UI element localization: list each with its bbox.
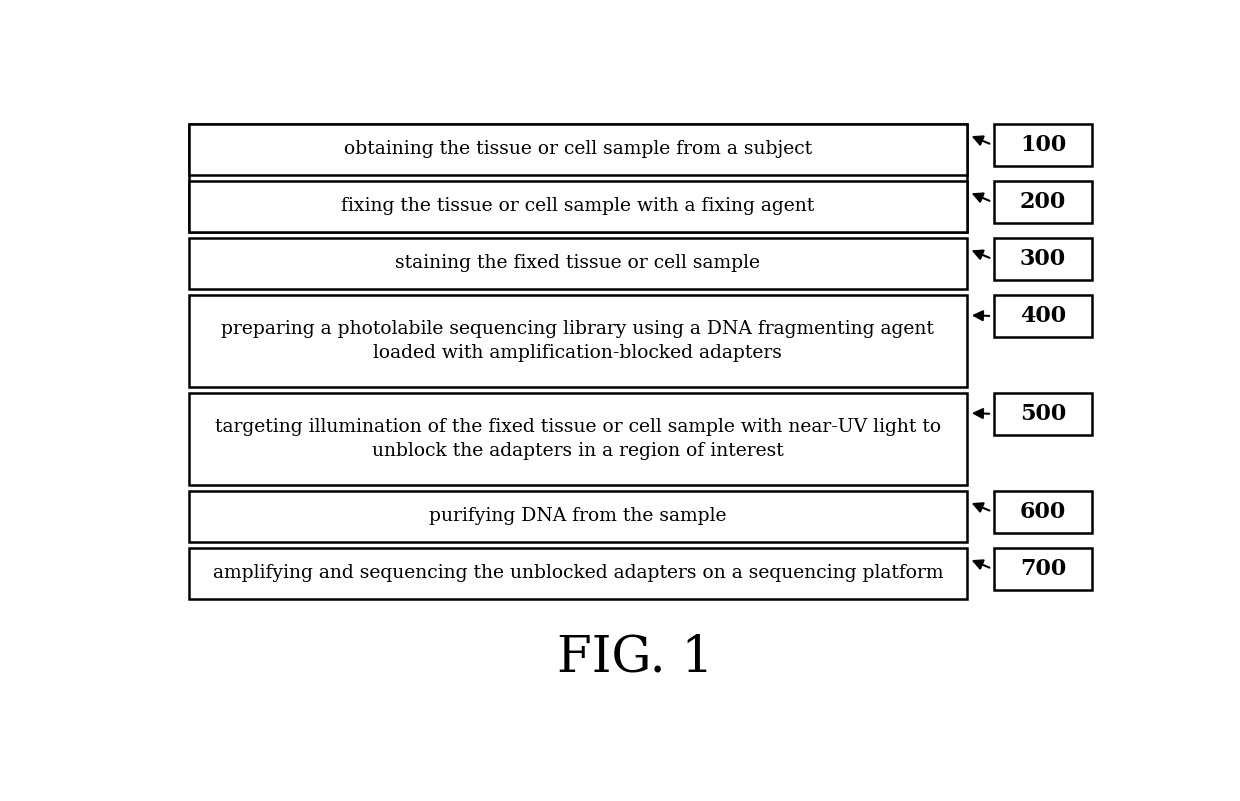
Bar	[994, 393, 1092, 435]
Text: obtaining the tissue or cell sample from a subject: obtaining the tissue or cell sample from…	[343, 140, 812, 159]
Bar	[188, 548, 967, 599]
Bar	[188, 491, 967, 541]
Bar	[994, 548, 1092, 590]
Text: 700: 700	[1019, 557, 1066, 580]
Bar	[994, 181, 1092, 223]
Text: purifying DNA from the sample: purifying DNA from the sample	[429, 507, 727, 525]
Text: fixing the tissue or cell sample with a fixing agent: fixing the tissue or cell sample with a …	[341, 197, 815, 215]
Bar	[994, 295, 1092, 337]
Bar	[188, 181, 967, 232]
Text: targeting illumination of the fixed tissue or cell sample with near-UV light to
: targeting illumination of the fixed tiss…	[215, 418, 941, 460]
Bar	[994, 238, 1092, 280]
Bar	[188, 238, 967, 289]
Bar	[994, 491, 1092, 533]
Text: FIG. 1: FIG. 1	[557, 633, 714, 682]
Text: 500: 500	[1019, 403, 1066, 425]
Bar	[188, 124, 967, 232]
Bar	[994, 124, 1092, 166]
Bar	[188, 124, 967, 175]
Text: preparing a photolabile sequencing library using a DNA fragmenting agent
loaded : preparing a photolabile sequencing libra…	[222, 320, 934, 362]
Text: amplifying and sequencing the unblocked adapters on a sequencing platform: amplifying and sequencing the unblocked …	[212, 565, 944, 582]
Text: staining the fixed tissue or cell sample: staining the fixed tissue or cell sample	[396, 255, 760, 272]
Text: 100: 100	[1019, 134, 1066, 155]
Bar	[188, 295, 967, 387]
Text: 600: 600	[1019, 501, 1066, 522]
Text: 200: 200	[1019, 191, 1066, 213]
Text: 300: 300	[1021, 248, 1066, 270]
Text: 400: 400	[1021, 305, 1066, 327]
Bar	[188, 393, 967, 485]
